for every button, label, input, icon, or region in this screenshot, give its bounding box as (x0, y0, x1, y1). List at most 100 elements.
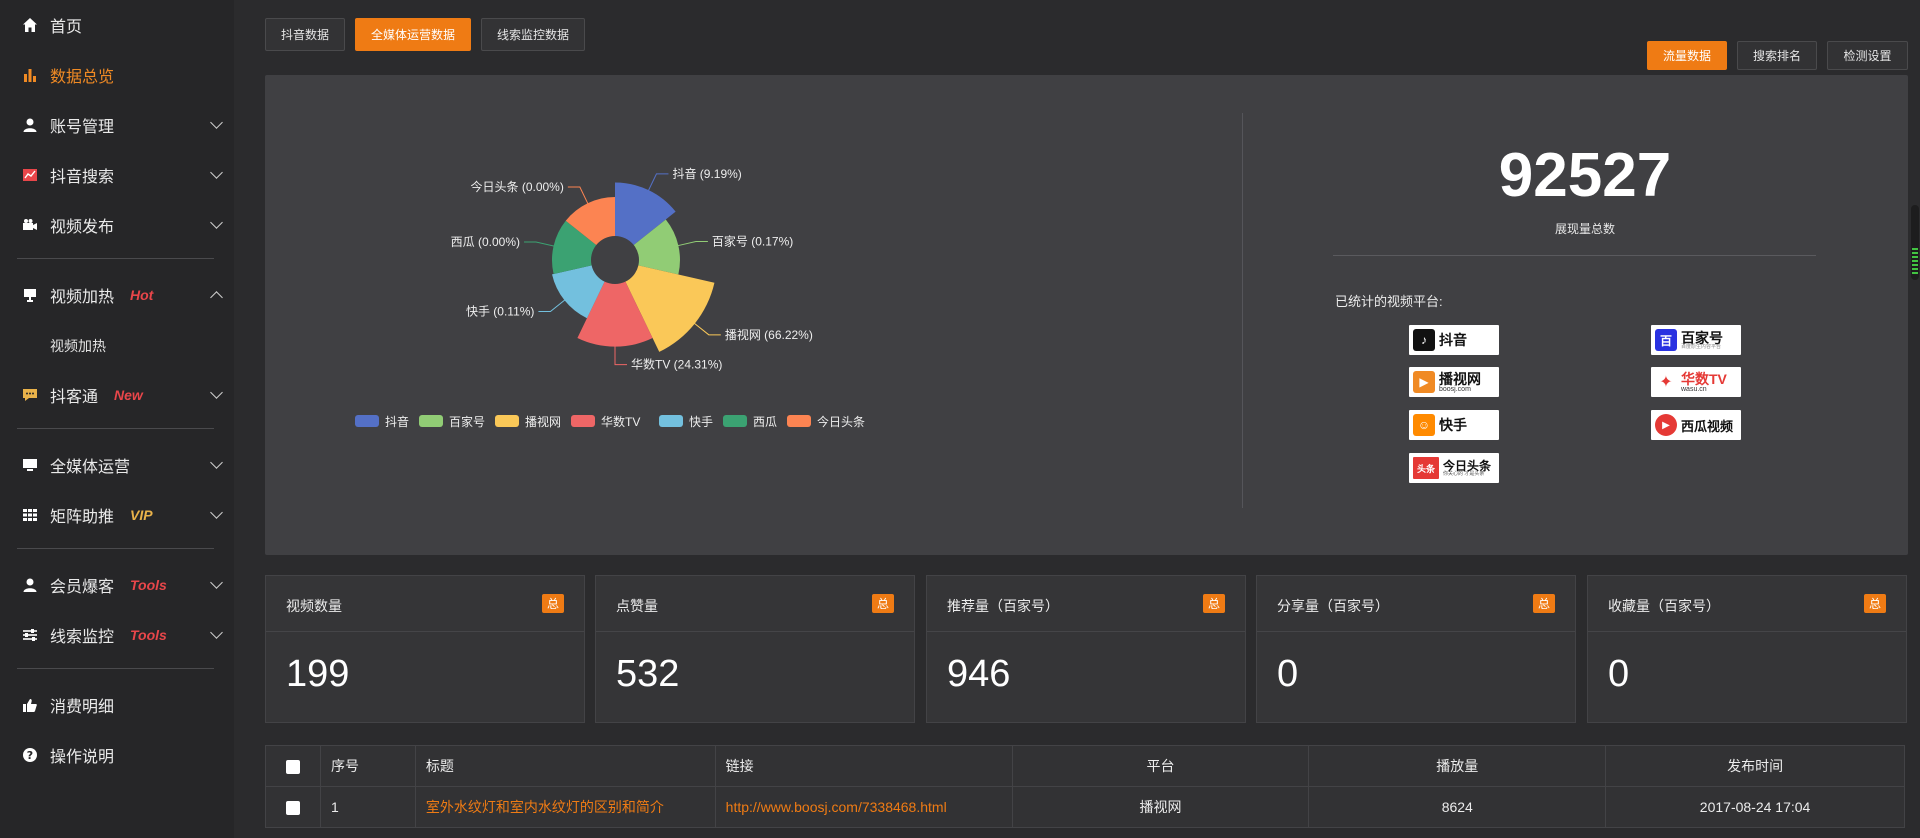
nav-label: 首页 (50, 19, 83, 36)
bar-chart-icon (22, 67, 38, 83)
nav-douyin-search[interactable]: 抖音搜索 (22, 160, 223, 190)
boosj-logo: ▶ 播视网 boosj.com (1409, 367, 1499, 397)
pie-slice-2[interactable] (625, 265, 715, 352)
search-rank-button[interactable]: 搜索排名 (1737, 41, 1817, 70)
nav-account[interactable]: 账号管理 (22, 110, 223, 140)
chevron-down-icon[interactable] (210, 626, 223, 639)
boosj-icon: ▶ (1413, 371, 1435, 393)
pie-slice-4[interactable] (552, 265, 605, 319)
pie-slice-5[interactable] (552, 220, 597, 275)
pie-slice-6[interactable] (565, 197, 615, 246)
trend-icon (22, 167, 38, 183)
scrollbar-thumb[interactable] (1911, 205, 1919, 280)
tab-douyin-data[interactable]: 抖音数据 (265, 18, 345, 51)
card-value: 0 (1608, 653, 1630, 695)
stat-card-favorites: 收藏量（百家号） 总 0 (1587, 575, 1907, 723)
nav-label: 账号管理 (50, 119, 115, 136)
pie-slice-1[interactable] (633, 219, 680, 275)
stat-card-likes: 点赞量 总 532 (595, 575, 915, 723)
nav-label: 消费明细 (50, 699, 115, 716)
row-title-link[interactable]: 室外水纹灯和室内水纹灯的区别和简介 (414, 786, 716, 828)
pie-label-3: 华数TV (24.31%) (631, 357, 722, 372)
total-impressions-value: 92527 (1498, 141, 1672, 210)
legend-item-0[interactable]: 抖音 (355, 414, 409, 429)
traffic-data-button[interactable]: 流量数据 (1647, 41, 1727, 70)
chevron-down-icon[interactable] (210, 216, 223, 229)
legend-swatch-3 (571, 415, 595, 427)
row-url-link[interactable]: http://www.boosj.com/7338468.html (714, 786, 1013, 828)
col-plays: 播放量 (1308, 745, 1607, 787)
legend-item-4[interactable]: 快手 (659, 415, 713, 429)
tab-all-media-data[interactable]: 全媒体运营数据 (355, 18, 471, 51)
row-checkbox[interactable] (285, 801, 300, 816)
chevron-up-icon[interactable] (210, 291, 223, 304)
nav-label: 会员爆客 (50, 579, 115, 596)
nav-matrix[interactable]: 矩阵助推 VIP (22, 500, 223, 530)
nav-all-media[interactable]: 全媒体运营 (22, 450, 223, 480)
chat-icon (22, 387, 38, 403)
pie-label-5: 西瓜 (0.00%) (451, 235, 520, 249)
total-impressions-label: 展现量总数 (1554, 222, 1615, 236)
chevron-down-icon[interactable] (210, 506, 223, 519)
nav-video-publish[interactable]: 视频发布 (22, 210, 223, 240)
card-value: 946 (947, 653, 1011, 695)
grid-icon (22, 507, 38, 523)
select-all-checkbox[interactable] (285, 760, 300, 775)
pie-slice-0[interactable] (615, 182, 676, 246)
baijiahao-icon: 百 (1655, 329, 1677, 351)
page-scrollbar[interactable] (1910, 0, 1920, 838)
vip-tag: VIP (130, 507, 153, 523)
legend-swatch-6 (787, 415, 811, 427)
user-icon (22, 117, 38, 133)
card-divider (1588, 631, 1906, 632)
label-line-0 (646, 173, 669, 194)
nav-consumption[interactable]: 消费明细 (22, 690, 222, 720)
chevron-down-icon[interactable] (210, 456, 223, 469)
tab-lead-monitor-data[interactable]: 线索监控数据 (481, 18, 585, 51)
legend-swatch-4 (659, 415, 683, 427)
table-row: 1 室外水纹灯和室内水纹灯的区别和简介 http://www.boosj.com… (265, 786, 1905, 828)
card-title: 视频数量 (286, 598, 342, 614)
nav-label: 抖音搜索 (50, 169, 115, 186)
legend-item-3[interactable]: 华数TV (571, 414, 640, 429)
nav-member[interactable]: 会员爆客 Tools (22, 570, 223, 600)
stat-card-video-count: 视频数量 总 199 (265, 575, 585, 723)
card-title: 分享量（百家号） (1277, 598, 1389, 614)
card-title: 点赞量 (616, 598, 658, 614)
sub-nav-video-boost[interactable]: 视频加热 (50, 338, 106, 354)
nav-lead-monitor[interactable]: 线索监控 Tools (22, 620, 223, 650)
card-title: 收藏量（百家号） (1608, 598, 1720, 614)
panel-divider (1242, 113, 1243, 508)
summary-divider (1333, 255, 1816, 256)
chevron-down-icon[interactable] (210, 116, 223, 129)
pie-label-6: 今日头条 (0.00%) (470, 179, 563, 194)
label-line-6 (567, 186, 590, 208)
monitor-icon (22, 287, 38, 303)
nav-label: 操作说明 (50, 749, 115, 766)
chevron-down-icon[interactable] (210, 166, 223, 179)
row-index: 1 (319, 786, 416, 828)
user-icon (22, 577, 38, 593)
chevron-down-icon[interactable] (210, 576, 223, 589)
nav-video-boost[interactable]: 视频加热 Hot (22, 280, 223, 310)
legend-label-1: 百家号 (449, 414, 485, 429)
detect-settings-button[interactable]: 检测设置 (1827, 41, 1908, 70)
xigua-logo: ▶ 西瓜视频 (1651, 410, 1741, 440)
pie-slice-3[interactable] (577, 281, 653, 347)
nav-doukettong[interactable]: 抖客通 New (22, 380, 223, 410)
nav-data-overview[interactable]: 数据总览 (22, 60, 222, 90)
legend-item-1[interactable]: 百家号 (419, 414, 485, 429)
nav-home[interactable]: 首页 (22, 10, 222, 40)
legend-item-6[interactable]: 今日头条 (787, 414, 865, 429)
select-all-cell[interactable] (265, 745, 321, 787)
douyin-icon: ♪ (1413, 329, 1435, 351)
row-platform: 播视网 (1011, 786, 1310, 828)
camera-icon (22, 217, 38, 233)
chevron-down-icon[interactable] (210, 386, 223, 399)
legend-item-2[interactable]: 播视网 (495, 414, 561, 429)
legend-item-5[interactable]: 西瓜 (723, 415, 777, 429)
nav-help[interactable]: ? 操作说明 (22, 740, 222, 770)
row-select-cell[interactable] (265, 786, 321, 828)
tools-tag: Tools (130, 627, 167, 643)
nav-label: 视频加热 (50, 289, 115, 306)
